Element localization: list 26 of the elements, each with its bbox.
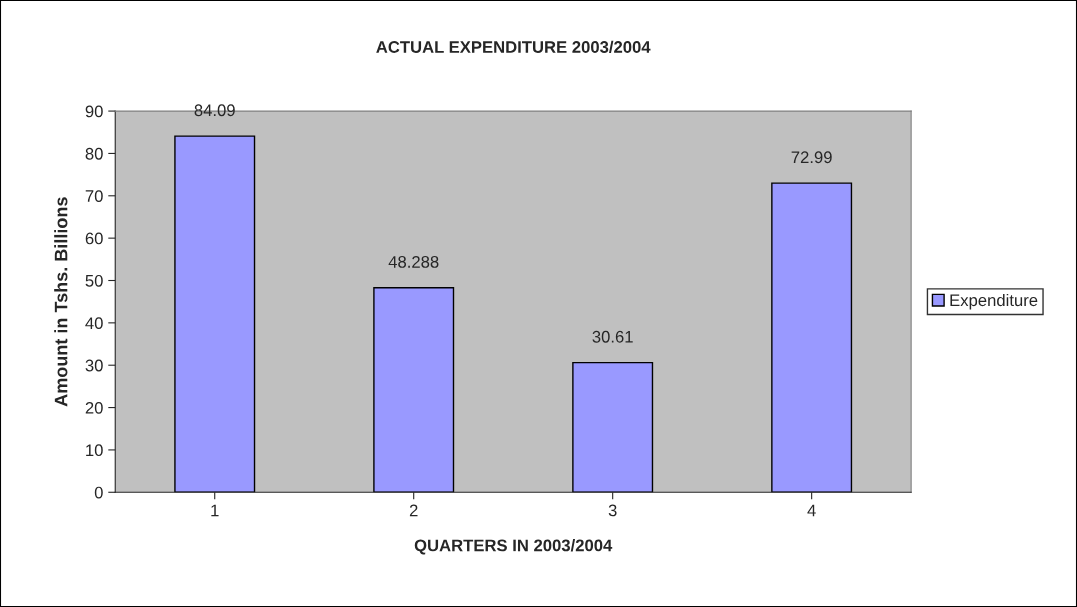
y-tick-label: 50 [85,274,103,287]
y-tick-label: 30 [85,359,103,372]
x-tick-label: 1 [211,504,219,517]
x-axis-title: QUARTERS IN 2003/2004 [414,539,613,555]
data-label: 84.09 [194,104,235,117]
y-tick-label: 0 [94,486,103,499]
chart-title: ACTUAL EXPENDITURE 2003/2004 [376,40,651,54]
y-tick-label: 80 [85,147,103,160]
x-tick-label: 2 [409,504,418,517]
y-tick-label: 70 [85,190,103,202]
legend-label: Expenditure [950,293,1038,310]
y-tick-label: 20 [85,401,103,414]
data-label: 72.99 [791,151,832,164]
y-tick-label: 90 [85,105,103,118]
x-tick-label: 4 [807,504,816,517]
y-tick-label: 40 [85,317,103,330]
data-label: 30.61 [592,330,633,343]
x-tick-label: 3 [608,504,617,517]
bar [771,182,853,493]
bar [572,361,654,493]
bar [373,287,455,493]
data-label: 48.288 [388,255,439,268]
y-axis-title: Amount in Tshs. Billions [54,197,68,407]
y-tick-label: 10 [86,444,103,457]
y-tick-label: 60 [85,232,103,245]
bar [174,135,256,493]
